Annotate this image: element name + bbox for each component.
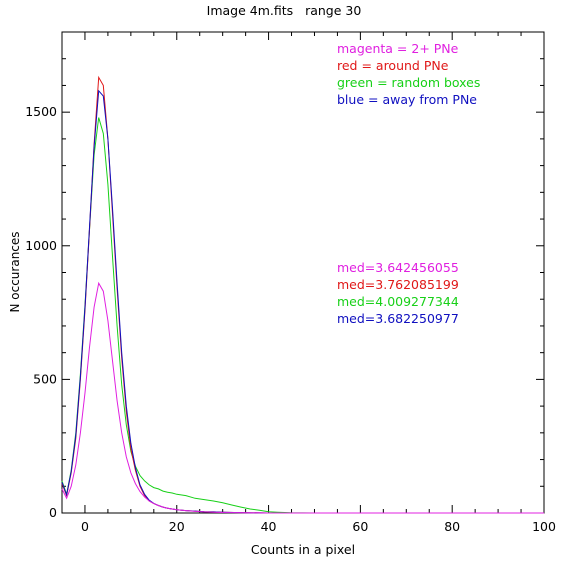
- legend-entry-magenta: magenta = 2+ PNe: [337, 41, 459, 56]
- series-lines: [61, 75, 544, 514]
- x-tick-label: 0: [81, 519, 89, 534]
- legend-entry-green: green = random boxes: [337, 75, 480, 90]
- y-tick-label: 0: [49, 505, 57, 520]
- x-tick-label: 20: [169, 519, 185, 534]
- median-labels: med=3.642456055 med=3.762085199 med=4.0092…: [337, 260, 459, 326]
- median-label-green: med=4.009277344: [337, 294, 459, 309]
- median-label-blue: med=3.682250977: [337, 311, 459, 326]
- y-axis-label: N occurances: [8, 231, 22, 312]
- y-axis: 0 500 1000 1500: [25, 58, 544, 520]
- y-tick-label: 1000: [25, 238, 57, 253]
- series-line-blue: [61, 89, 544, 514]
- x-tick-label: 40: [261, 519, 277, 534]
- series-line-red: [61, 75, 544, 514]
- legend-entry-red: red = around PNe: [337, 58, 449, 73]
- x-axis-label: Counts in a pixel: [251, 542, 355, 557]
- median-label-magenta: med=3.642456055: [337, 260, 459, 275]
- series-line-green: [61, 117, 544, 514]
- x-tick-label: 80: [444, 519, 460, 534]
- legend-entry-blue: blue = away from PNe: [337, 92, 477, 107]
- chart-title: Image 4m.fits range 30: [207, 3, 362, 18]
- x-tick-label: 100: [532, 519, 556, 534]
- median-label-red: med=3.762085199: [337, 277, 459, 292]
- series-line-magenta: [61, 281, 544, 514]
- y-tick-label: 500: [33, 371, 57, 386]
- y-tick-label: 1500: [25, 104, 57, 119]
- x-axis: 0 20 40 60 80 100: [81, 32, 556, 534]
- x-tick-label: 60: [352, 519, 368, 534]
- legend: magenta = 2+ PNe red = around PNe green = …: [337, 41, 480, 107]
